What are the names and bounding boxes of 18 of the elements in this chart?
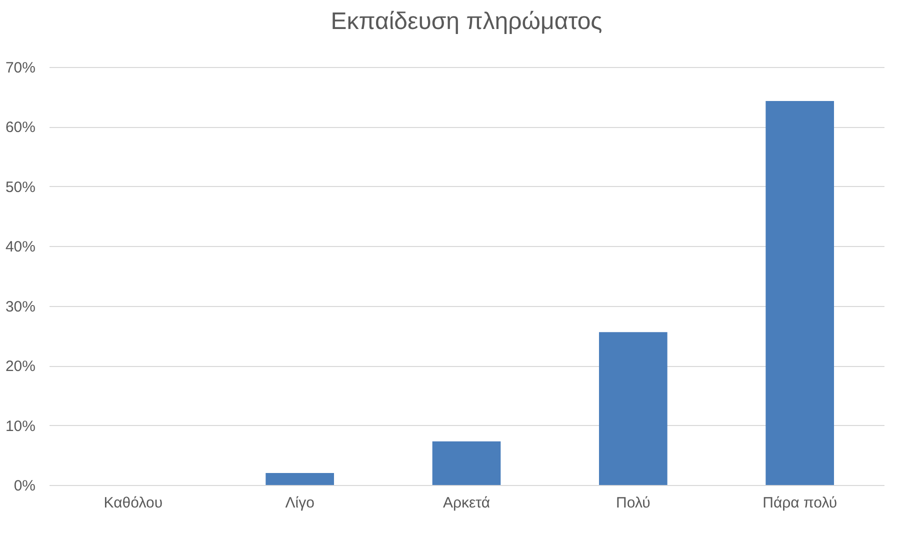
y-tick-label: 50%: [5, 178, 36, 196]
y-tick-label: 10%: [5, 418, 36, 435]
x-tick-label: Αρκετά: [442, 494, 490, 512]
x-tick-label: Πάρα πολύ: [762, 494, 838, 512]
y-tick-label: 30%: [5, 298, 36, 316]
y-tick-label: 0%: [14, 478, 36, 494]
y-tick-label: 60%: [5, 119, 36, 136]
x-tick-label: Καθόλου: [104, 494, 163, 512]
bar: [432, 441, 501, 485]
x-tick-label: Λίγο: [285, 494, 314, 512]
bar: [599, 332, 668, 485]
y-tick-label: 40%: [5, 238, 36, 256]
y-tick-label: 70%: [5, 60, 36, 76]
x-tick-label: Πολύ: [616, 494, 650, 512]
chart-title: Εκπαίδευση πληρώματος: [330, 8, 602, 35]
bar: [266, 473, 334, 485]
y-tick-label: 20%: [5, 358, 36, 376]
bar: [766, 101, 834, 485]
